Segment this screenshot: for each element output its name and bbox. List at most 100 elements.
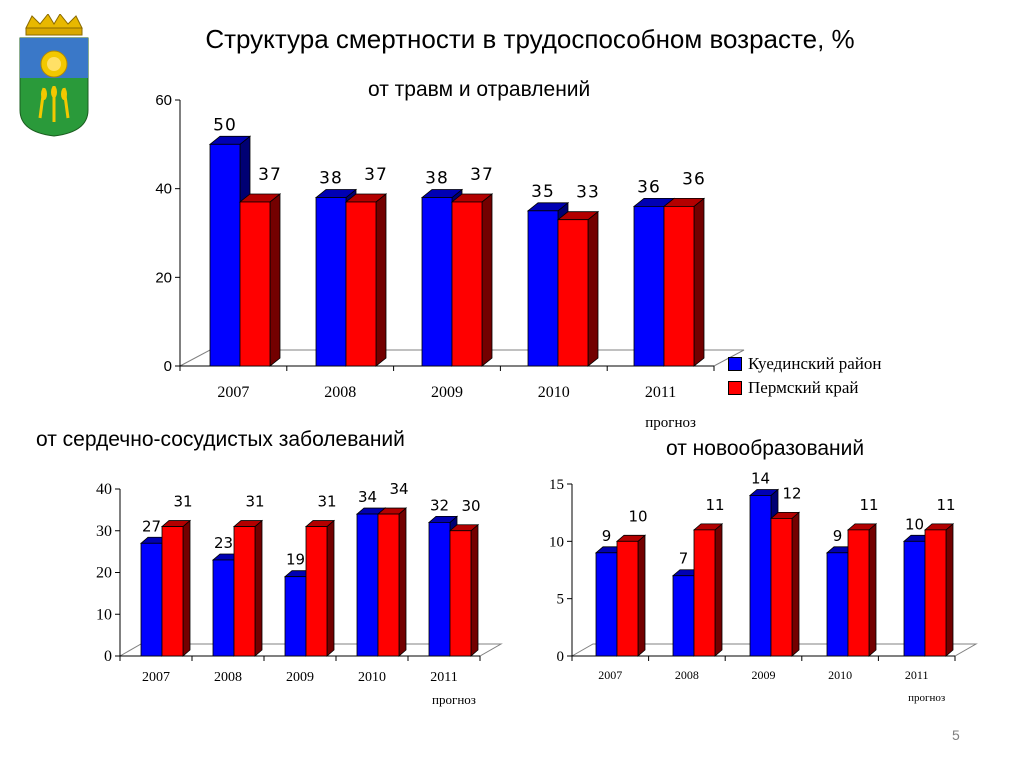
legend: Куединский район Пермский край — [728, 354, 882, 402]
page-title: Структура смертности в трудоспособном во… — [205, 24, 855, 54]
bar-front — [239, 201, 271, 367]
category-label-2010: 2010 — [828, 668, 852, 682]
value-label-series2-2010: 33 — [576, 183, 600, 203]
bar-side — [791, 511, 800, 657]
bar-front — [356, 513, 379, 657]
value-label-series1-2009: 14 — [751, 469, 770, 487]
category-label-2010: 2010 — [358, 670, 386, 685]
category-note-forecast: прогноз — [908, 692, 945, 704]
bar-front — [315, 197, 347, 367]
bar-side — [481, 193, 493, 367]
bar-front — [233, 526, 256, 657]
bar-series2-2011 — [662, 197, 706, 367]
bar-front — [527, 210, 559, 367]
category-label-2007: 2007 — [598, 668, 622, 682]
bar-side — [868, 522, 877, 657]
category-label-2007: 2007 — [142, 670, 170, 685]
bar-front — [140, 542, 163, 657]
category-note-forecast: прогноз — [645, 415, 696, 431]
bar-series2-2011 — [448, 523, 480, 657]
value-label-series1-2009: 19 — [286, 551, 305, 569]
y-tick-label: 10 — [96, 606, 112, 623]
bar-series2-2009 — [304, 519, 336, 657]
bar-side — [269, 193, 281, 367]
category-label-2008: 2008 — [324, 384, 356, 401]
legend-item-series2: Пермский край — [728, 378, 882, 398]
category-label-2008: 2008 — [214, 670, 242, 685]
y-tick-label: 15 — [549, 477, 564, 493]
value-label-series1-2008: 38 — [319, 169, 343, 189]
value-label-series1-2011: 32 — [430, 496, 449, 514]
y-tick-label: 30 — [96, 523, 112, 540]
bar-front — [924, 529, 947, 657]
bar-series2-2008 — [344, 193, 388, 367]
bar-side — [326, 519, 335, 657]
page-number: 5 — [952, 727, 960, 743]
value-label-series1-2011: 36 — [637, 177, 661, 197]
category-label-2011: 2011 — [645, 384, 676, 401]
bar-series2-2007 — [615, 534, 647, 657]
category-label-2010: 2010 — [538, 384, 570, 401]
bar-series2-2010 — [556, 210, 600, 367]
bar-front — [345, 201, 377, 367]
bar-front — [633, 205, 665, 367]
y-tick-label: 10 — [549, 534, 564, 550]
chart2: 0 10 20 30 40 27 31 2007 23 31 2008 19 31 2009 34 34 201… — [96, 480, 503, 707]
bar-front — [770, 518, 793, 657]
bar-front — [305, 526, 328, 657]
bar-series2-2007 — [160, 519, 192, 657]
legend-label-series1: Куединский район — [748, 354, 882, 373]
value-label-series2-2008: 11 — [705, 496, 724, 514]
bar-front — [161, 526, 184, 657]
value-label-series2-2011: 36 — [682, 169, 706, 189]
y-tick-label: 60 — [155, 92, 172, 109]
bar-front — [672, 575, 695, 657]
y-tick-label: 20 — [96, 565, 112, 582]
value-label-series1-2007: 27 — [142, 517, 161, 535]
bar-front — [451, 201, 483, 367]
value-label-series2-2007: 31 — [173, 493, 192, 511]
bar-series2-2009 — [769, 511, 801, 657]
category-label-2011: 2011 — [905, 668, 929, 682]
value-label-series1-2010: 35 — [531, 182, 555, 202]
chart2-title: от сердечно-сосудистых заболеваний — [36, 428, 405, 451]
value-label-series2-2008: 37 — [364, 165, 388, 185]
bar-series2-2011 — [923, 522, 955, 657]
y-tick-label: 0 — [104, 648, 112, 665]
bar-series2-2008 — [232, 519, 264, 657]
bar-front — [209, 143, 241, 367]
value-label-series2-2007: 10 — [628, 507, 647, 525]
bar-series2-2009 — [450, 193, 494, 367]
bar-front — [449, 530, 472, 657]
bar-side — [375, 193, 387, 367]
bar-front — [557, 219, 589, 367]
bar-side — [587, 210, 599, 367]
value-label-series1-2011: 10 — [905, 515, 924, 533]
chart3-title: от новообразований — [666, 437, 865, 460]
bar-series2-2008 — [692, 522, 724, 657]
category-label-2009: 2009 — [431, 384, 463, 401]
y-tick-label: 0 — [164, 358, 172, 375]
value-label-series1-2007: 9 — [602, 527, 612, 545]
y-tick-label: 20 — [155, 269, 172, 286]
bar-front — [826, 552, 849, 657]
value-label-series2-2008: 31 — [245, 493, 264, 511]
value-label-series1-2007: 50 — [213, 115, 237, 135]
value-label-series2-2007: 37 — [258, 165, 282, 185]
value-label-series1-2010: 34 — [358, 488, 377, 506]
chart1: 0 20 40 60 50 37 2007 38 37 2008 38 37 2009 35 33 2010 3… — [155, 92, 745, 431]
bar-side — [470, 523, 479, 657]
bar-series2-2010 — [846, 522, 878, 657]
y-tick-label: 0 — [557, 649, 565, 665]
bar-side — [693, 197, 705, 367]
legend-label-series2: Пермский край — [748, 378, 859, 397]
category-label-2009: 2009 — [286, 670, 314, 685]
category-label-2007: 2007 — [217, 384, 249, 401]
value-label-series2-2011: 30 — [461, 497, 480, 515]
bar-side — [637, 534, 646, 657]
bar-series2-2007 — [238, 193, 282, 367]
bar-front — [749, 495, 772, 657]
chart1-title: от травм и отравлений — [368, 78, 591, 101]
bar-front — [847, 529, 870, 657]
